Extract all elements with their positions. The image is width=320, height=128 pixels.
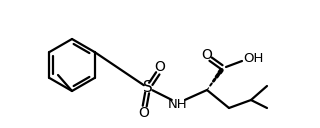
Text: NH: NH (168, 99, 188, 111)
Text: O: O (202, 48, 212, 62)
Text: O: O (155, 60, 165, 74)
Text: O: O (139, 106, 149, 120)
Text: OH: OH (243, 52, 263, 66)
Text: S: S (143, 81, 153, 95)
